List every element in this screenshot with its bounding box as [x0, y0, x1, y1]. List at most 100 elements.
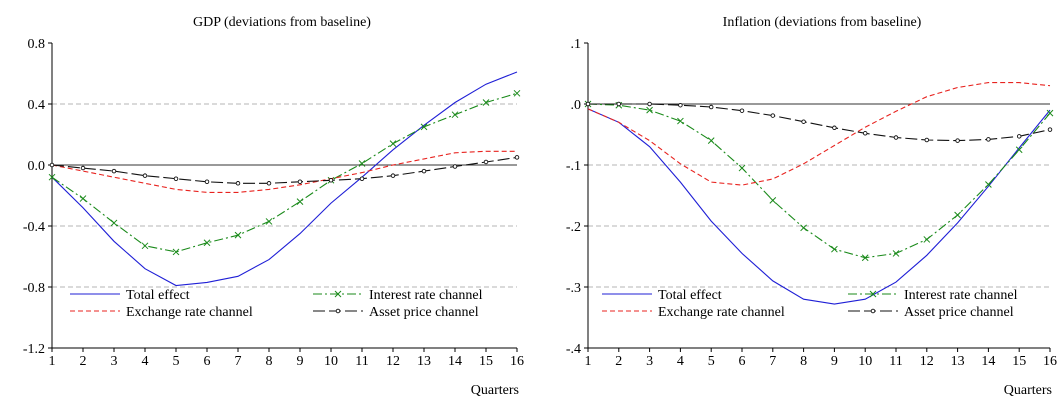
- data-point: [1047, 127, 1053, 132]
- data-point: [616, 101, 622, 107]
- x-tick-label: 1: [49, 354, 56, 369]
- series-line: [587, 103, 1051, 259]
- data-point: [358, 160, 366, 167]
- data-point: [141, 242, 149, 250]
- y-tick-label: .1: [571, 37, 582, 52]
- data-point: [420, 123, 428, 131]
- legend: Total effect Interest rate channel Exchang…: [602, 288, 1018, 320]
- data-point: [389, 140, 397, 148]
- x-tick-label: 16: [1043, 354, 1057, 369]
- data-point: [585, 101, 591, 107]
- data-point: [297, 179, 303, 185]
- legend-label: Interest rate channel: [369, 288, 483, 303]
- series-asset-price-channel: [49, 155, 520, 186]
- data-point: [708, 104, 714, 110]
- x-tick-label: 10: [324, 354, 338, 369]
- x-tick-label: 7: [769, 354, 776, 369]
- series-interest-rate-channel: [48, 89, 521, 256]
- data-point: [1016, 134, 1022, 139]
- x-tick-label: 5: [173, 354, 180, 369]
- data-point: [647, 101, 652, 107]
- data-point: [739, 108, 745, 113]
- data-point: [893, 135, 899, 140]
- legend-marker: [335, 308, 341, 314]
- legend-item: Exchange rate channel: [70, 305, 253, 320]
- legend-item: Total effect: [602, 288, 722, 303]
- data-point: [421, 168, 427, 174]
- x-tick-label: 3: [646, 354, 653, 369]
- data-point: [738, 164, 746, 172]
- data-point: [483, 159, 489, 165]
- data-point: [985, 181, 992, 188]
- x-tick-label: 13: [951, 354, 965, 369]
- legend-label: Total effect: [126, 288, 190, 303]
- x-tick-label: 4: [142, 354, 149, 369]
- data-point: [769, 197, 777, 204]
- data-point: [770, 113, 776, 118]
- data-point: [924, 137, 930, 143]
- legend-label: Asset price channel: [369, 305, 479, 320]
- series-exchange-rate-channel: [51, 150, 517, 193]
- x-tick-label: 11: [355, 354, 368, 369]
- legend-label: Total effect: [658, 288, 722, 303]
- data-point: [514, 155, 520, 160]
- legend-label: Exchange rate channel: [126, 305, 253, 320]
- data-point: [79, 195, 87, 202]
- x-tick-label: 9: [297, 354, 304, 369]
- series-line: [51, 92, 518, 253]
- x-tick-label: 12: [920, 354, 934, 369]
- x-tick-label: 9: [831, 354, 838, 369]
- series-line: [588, 103, 1051, 142]
- x-tick-label: 6: [739, 354, 746, 369]
- data-point: [707, 137, 715, 144]
- data-point: [234, 231, 242, 239]
- legend-item: Exchange rate channel: [602, 305, 785, 320]
- y-tick-label: -0.4: [23, 220, 45, 235]
- data-point: [986, 137, 991, 142]
- data-point: [235, 181, 241, 186]
- data-point: [832, 125, 837, 131]
- series-exchange-rate-channel: [587, 82, 1051, 186]
- series-total-effect: [587, 108, 1051, 305]
- data-point: [48, 173, 56, 181]
- y-tick-label: -0.8: [23, 281, 45, 296]
- legend-label: Asset price channel: [904, 305, 1014, 320]
- data-point: [80, 165, 86, 171]
- data-point: [359, 176, 365, 181]
- data-point: [677, 117, 684, 125]
- data-point: [800, 224, 807, 232]
- data-point: [173, 176, 179, 181]
- data-point: [482, 99, 490, 106]
- y-tick-label: -.3: [566, 281, 581, 296]
- x-tick-label: 1: [585, 354, 592, 369]
- data-point: [142, 173, 148, 178]
- legend-label: Exchange rate channel: [658, 305, 785, 320]
- legend-item: Interest rate channel: [313, 288, 483, 303]
- x-axis-label: Quarters: [1004, 383, 1052, 398]
- x-tick-label: 10: [858, 354, 872, 369]
- x-tick-label: 14: [981, 354, 995, 369]
- series-line: [51, 71, 518, 287]
- series-line: [587, 108, 1051, 305]
- y-tick-label: 0.4: [28, 98, 46, 113]
- data-point: [49, 162, 55, 168]
- legend-marker: [870, 308, 876, 314]
- data-point: [954, 211, 961, 219]
- data-point: [390, 173, 396, 178]
- x-tick-label: 8: [800, 354, 807, 369]
- series-asset-price-channel: [585, 101, 1053, 143]
- x-tick-label: 3: [111, 354, 118, 369]
- data-point: [1015, 146, 1023, 154]
- data-point: [451, 111, 459, 119]
- data-point: [646, 106, 653, 114]
- data-point: [110, 219, 118, 227]
- x-tick-label: 4: [677, 354, 684, 369]
- data-point: [892, 250, 900, 257]
- y-tick-label: -.2: [566, 220, 581, 235]
- data-point: [862, 131, 868, 136]
- x-axis-label: Quarters: [471, 383, 519, 398]
- legend-marker: [869, 290, 877, 298]
- chart-title: Inflation (deviations from baseline): [723, 15, 922, 30]
- chart-title: GDP (deviations from baseline): [193, 15, 371, 30]
- x-tick-label: 14: [448, 354, 462, 369]
